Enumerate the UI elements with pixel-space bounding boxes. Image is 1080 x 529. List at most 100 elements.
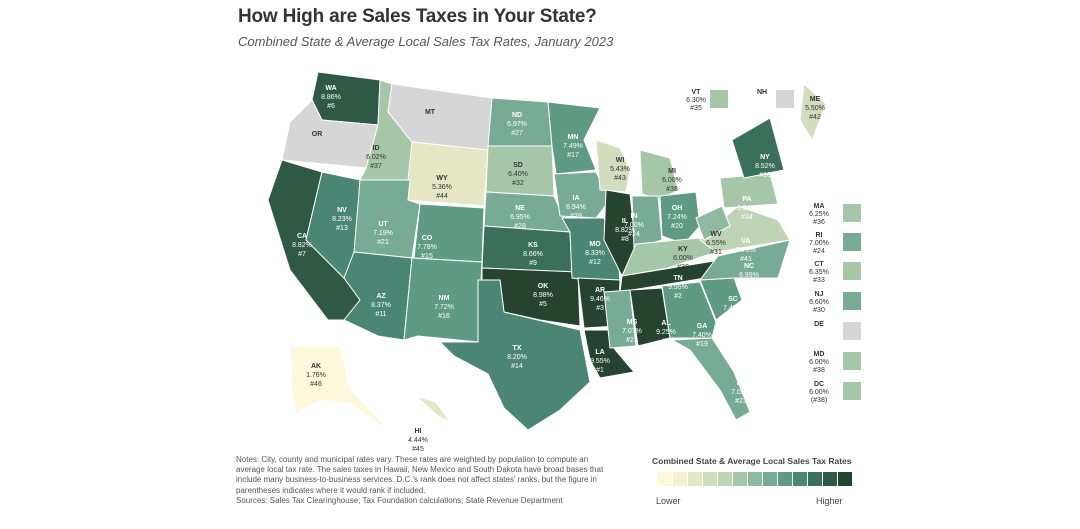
state-label-wi-rate: 5.43% [610, 166, 630, 173]
state-label-ia-rate: 6.94% [566, 204, 586, 211]
small-state-label-ri-rate: 7.00% [809, 240, 829, 247]
state-label-ut-rate: 7.19% [373, 230, 393, 237]
state-labels: WA8.86%#6ORCA8.82%#7NV8.23%#13ID6.02%#37… [292, 85, 825, 453]
legend-swatch [748, 472, 762, 486]
state-shape-oh [659, 191, 701, 245]
legend-swatch [718, 472, 732, 486]
legend-low-label: Lower [656, 496, 681, 506]
state-label-mn-rank: #17 [567, 152, 579, 159]
state-label-ca-abbr: CA [297, 233, 307, 240]
legend-color-scale [658, 472, 853, 486]
state-label-id-rate: 6.02% [366, 154, 386, 161]
state-label-ca-rank: #7 [298, 251, 306, 258]
state-label-ga-abbr: GA [697, 323, 708, 330]
state-label-mn-rate: 7.49% [563, 143, 583, 150]
state-label-wy-rate: 5.36% [432, 184, 452, 191]
state-label-ne-abbr: NE [515, 205, 525, 212]
state-label-ms-rank: #22 [626, 337, 638, 344]
state-label-wy-abbr: WY [436, 175, 448, 182]
state-label-sc-rate: 7.43% [723, 305, 743, 312]
state-label-pa-rate: 6.34% [737, 205, 757, 212]
state-shape-ak [289, 345, 389, 431]
state-label-la-abbr: LA [595, 349, 604, 356]
state-label-al-abbr: AL [661, 320, 671, 327]
state-label-ky-rank: #38 [677, 264, 689, 271]
state-label-co-abbr: CO [422, 235, 433, 242]
legend-swatch [703, 472, 717, 486]
map-subtitle: Combined State & Average Local Sales Tax… [238, 34, 614, 49]
small-state-label-ma-rate: 6.25% [809, 211, 829, 218]
state-label-ks-abbr: KS [528, 242, 538, 249]
state-label-va-rank: #41 [740, 256, 752, 263]
state-label-tn-rate: 9.55% [668, 284, 688, 291]
small-state-label-ma-rank: #36 [813, 219, 825, 226]
state-label-tn-rank: #2 [674, 293, 682, 300]
state-shape-ga [661, 281, 717, 339]
state-shape-ny [731, 117, 785, 179]
state-label-hi-rate: 4.44% [408, 437, 428, 444]
small-state-box-nj [843, 292, 861, 310]
small-state-label-ri-abbr: RI [816, 232, 823, 239]
legend-swatch [673, 472, 687, 486]
state-label-hi-abbr: HI [415, 428, 422, 435]
state-label-ga-rate: 7.40% [692, 332, 712, 339]
state-label-sd-rank: #32 [512, 180, 524, 187]
small-state-label-vt-abbr: VT [692, 89, 702, 96]
small-state-label-nh-abbr: NH [757, 89, 767, 96]
state-label-wa-rate: 8.86% [321, 94, 341, 101]
state-label-wa-abbr: WA [325, 85, 336, 92]
state-label-sc-abbr: SC [728, 296, 738, 303]
state-label-ky-abbr: KY [678, 246, 688, 253]
notes-text: Notes: City, county and municipal rates … [236, 455, 604, 495]
state-label-wi-abbr: WI [616, 157, 625, 164]
small-state-label-nj-abbr: NJ [815, 291, 824, 298]
state-label-ia-abbr: IA [573, 195, 580, 202]
small-state-box-vt [710, 90, 728, 108]
state-label-oh-rate: 7.24% [667, 214, 687, 221]
state-label-nd-rank: #27 [511, 130, 523, 137]
state-label-sd-abbr: SD [513, 162, 523, 169]
state-label-pa-abbr: PA [742, 196, 751, 203]
state-label-ga-rank: #19 [696, 341, 708, 348]
small-state-label-dc-rank: (#38) [811, 397, 827, 404]
state-label-fl-rank: #23 [735, 398, 747, 405]
state-label-ne-rate: 6.95% [510, 214, 530, 221]
state-label-nv-abbr: NV [337, 207, 347, 214]
small-state-label-vt-rank: #35 [690, 105, 702, 112]
small-state-box-ct [843, 262, 861, 280]
state-label-al-rank: #4 [662, 338, 670, 345]
small-state-label-md-abbr: MD [814, 351, 825, 358]
legend-swatch [838, 472, 852, 486]
state-label-fl-rate: 7.02% [731, 389, 751, 396]
state-shape-me [799, 82, 827, 142]
legend-swatch [778, 472, 792, 486]
state-label-mo-abbr: MO [589, 241, 601, 248]
map-notes: Notes: City, county and municipal rates … [236, 455, 606, 506]
state-label-in-rank: #24 [628, 231, 640, 238]
state-label-nm-rank: #16 [438, 313, 450, 320]
state-label-nc-rate: 6.99% [739, 272, 759, 279]
state-label-wi-rank: #43 [614, 175, 626, 182]
state-label-il-abbr: IL [622, 218, 629, 225]
state-label-in-rate: 7.00% [624, 222, 644, 229]
state-shape-tx [438, 279, 591, 431]
state-label-ut-abbr: UT [378, 221, 388, 228]
state-label-ne-rank: #28 [514, 223, 526, 230]
state-label-ms-abbr: MS [627, 319, 638, 326]
state-label-nv-rate: 8.23% [332, 216, 352, 223]
small-state-label-nj-rate: 6.60% [809, 299, 829, 306]
state-label-mi-rank: #38 [666, 186, 678, 193]
state-label-nd-abbr: ND [512, 112, 522, 119]
state-label-me-rate: 5.50% [805, 105, 825, 112]
state-label-or-abbr: OR [312, 131, 323, 138]
small-state-box-ri [843, 233, 861, 251]
state-label-mn-abbr: MN [568, 134, 579, 141]
state-label-tx-abbr: TX [513, 345, 522, 352]
state-label-ak-rank: #46 [310, 381, 322, 388]
state-label-la-rate: 9.55% [590, 358, 610, 365]
state-label-tx-rate: 8.20% [507, 354, 527, 361]
state-label-az-abbr: AZ [376, 293, 386, 300]
state-shape-in [631, 195, 663, 249]
state-label-ok-rate: 8.98% [533, 292, 553, 299]
